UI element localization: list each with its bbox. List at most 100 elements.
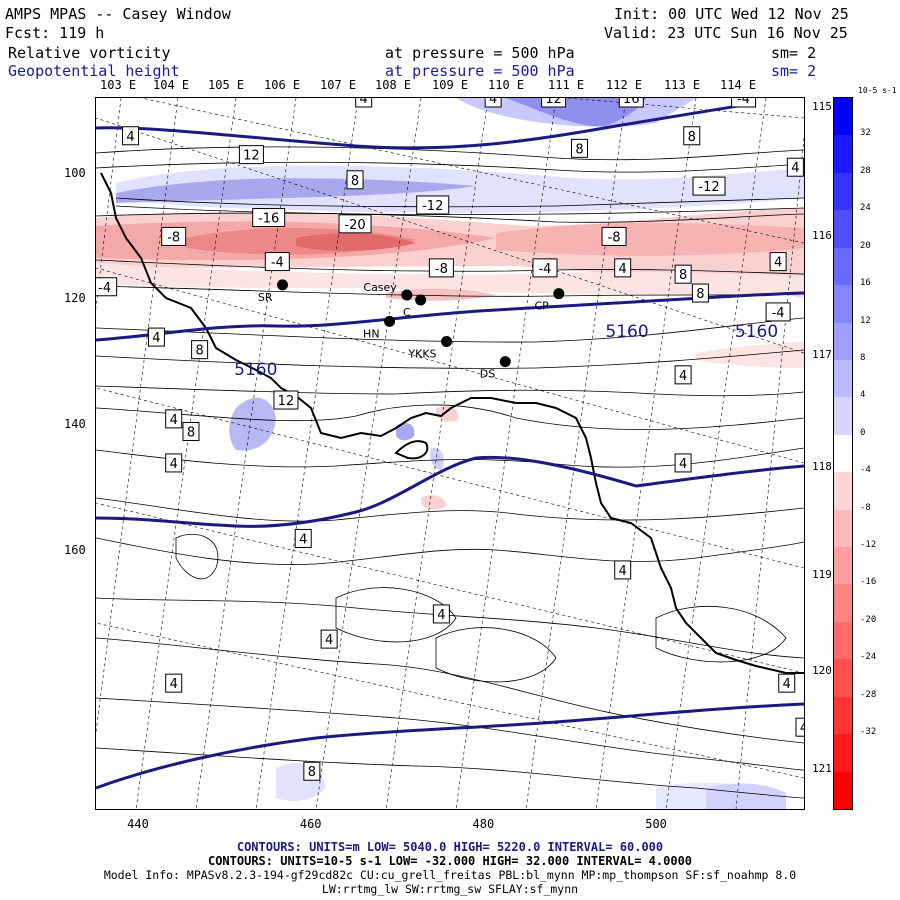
- vorticity-contour-label: 8: [303, 761, 321, 781]
- label-box: [618, 98, 644, 108]
- label-box: [765, 302, 791, 322]
- label-box: [96, 277, 118, 297]
- label-box: [786, 157, 804, 177]
- label-text: 4: [170, 677, 178, 692]
- station-marker[interactable]: DS: [480, 356, 511, 381]
- vorticity-contour-label: 4: [147, 327, 165, 347]
- station-marker[interactable]: Casey: [363, 281, 413, 301]
- colorbar-swatch: [834, 584, 852, 622]
- latlon-grid: [96, 98, 804, 809]
- vorticity-contour-label: -4: [264, 252, 290, 272]
- station-dot[interactable]: [441, 336, 453, 348]
- label-box: [769, 252, 787, 272]
- colorbar-swatch: [834, 547, 852, 585]
- label-text: -8: [167, 230, 180, 245]
- colorbar-swatch: [834, 135, 852, 173]
- label-text: 4: [360, 98, 368, 107]
- label-box: [165, 453, 183, 473]
- x-tick-label: 440: [127, 817, 149, 831]
- label-box: [165, 409, 183, 429]
- colorbar-swatch: [834, 509, 852, 548]
- label-text: -8: [608, 230, 621, 245]
- vorticity-contour-label: 4: [165, 409, 183, 429]
- label-box: [165, 673, 183, 693]
- map-canvas[interactable]: 50405040516051605160 441216-44412884-88-…: [96, 98, 804, 809]
- label-text: 4: [299, 532, 307, 547]
- lon-label: 114 E: [720, 78, 757, 92]
- height-contour-label: 5160: [735, 322, 778, 342]
- stations[interactable]: SR Casey C CP HN YKKS DS: [258, 279, 565, 381]
- label-box: [691, 283, 709, 303]
- station-marker[interactable]: YKKS: [407, 336, 453, 361]
- field-vorticity-smooth: sm= 2: [771, 44, 817, 62]
- colorbar: [833, 97, 853, 810]
- label-text: 8: [308, 765, 316, 780]
- vorticity-contour-label: 8: [571, 138, 589, 158]
- label-box: [147, 327, 165, 347]
- label-box: [541, 98, 567, 108]
- vorticity-contour-label: 8: [346, 170, 364, 190]
- station-dot[interactable]: [276, 279, 288, 291]
- label-text: 8: [195, 344, 203, 359]
- label-box: [731, 98, 757, 108]
- colorbar-tick: -32: [860, 727, 877, 738]
- label-text: 4: [679, 369, 687, 384]
- station-name: CP: [534, 300, 549, 313]
- vorticity-contour-label: 8: [683, 126, 701, 146]
- label-text: -8: [435, 262, 448, 277]
- station-marker[interactable]: C: [403, 294, 427, 319]
- label-text: -4: [271, 256, 284, 271]
- map-panel[interactable]: 50405040516051605160 441216-44412884-88-…: [95, 97, 805, 810]
- vorticity-contour-label: -4: [96, 277, 118, 297]
- vorticity-contour-label: 8: [674, 264, 692, 284]
- label-box: [532, 258, 558, 278]
- label-text: 4: [170, 457, 178, 472]
- station-name: HN: [363, 327, 380, 340]
- vorticity-contour-label: -4: [532, 258, 558, 278]
- lon-label: 104 E: [153, 78, 190, 92]
- colorbar-tick: -20: [860, 614, 877, 625]
- label-box: [571, 138, 589, 158]
- station-dot[interactable]: [553, 288, 565, 300]
- x-tick-label: 460: [299, 817, 322, 831]
- height-contours: [96, 101, 804, 790]
- colorbar-swatch: [834, 322, 852, 360]
- station-marker[interactable]: CP: [534, 288, 565, 313]
- station-dot[interactable]: [401, 289, 413, 301]
- colorbar-swatch: [834, 696, 852, 735]
- label-box: [122, 126, 140, 146]
- colorbar-swatch: [834, 285, 852, 323]
- colorbar-swatch: [834, 359, 852, 398]
- label-text: 4: [126, 130, 134, 145]
- vorticity-contour-label: 12: [541, 98, 567, 108]
- vorticity-contour-label: 4: [165, 673, 183, 693]
- label-box: [320, 629, 338, 649]
- station-dot[interactable]: [415, 294, 427, 306]
- label-box: [238, 145, 264, 165]
- lon-label: 105 E: [208, 78, 245, 92]
- station-marker[interactable]: HN: [363, 315, 396, 341]
- lon-label: 107 E: [320, 78, 357, 92]
- label-text: -4: [737, 98, 750, 107]
- vorticity-contour-label: 12: [238, 145, 264, 165]
- colorbar-unit: 10-5 s-1: [858, 86, 897, 95]
- label-box: [614, 560, 632, 580]
- lon-label: 103 E: [100, 78, 137, 92]
- map-title: AMPS MPAS -- Casey Window: [5, 5, 231, 23]
- station-dot[interactable]: [499, 356, 511, 368]
- lon-label: 106 E: [264, 78, 301, 92]
- label-box: [778, 673, 796, 693]
- station-marker[interactable]: SR: [258, 279, 288, 304]
- label-box: [614, 258, 632, 278]
- colorbar-swatch: [834, 98, 852, 136]
- colorbar-swatch: [834, 621, 852, 660]
- vorticity-contour-label: -4: [765, 302, 791, 322]
- height-contour-label: 5040: [692, 98, 735, 103]
- label-box: [303, 761, 321, 781]
- label-text: 12: [243, 149, 260, 164]
- station-name: DS: [480, 368, 495, 381]
- lon-label: 110 E: [488, 78, 525, 92]
- label-box: [338, 214, 372, 234]
- label-box: [795, 717, 804, 737]
- station-dot[interactable]: [384, 315, 396, 327]
